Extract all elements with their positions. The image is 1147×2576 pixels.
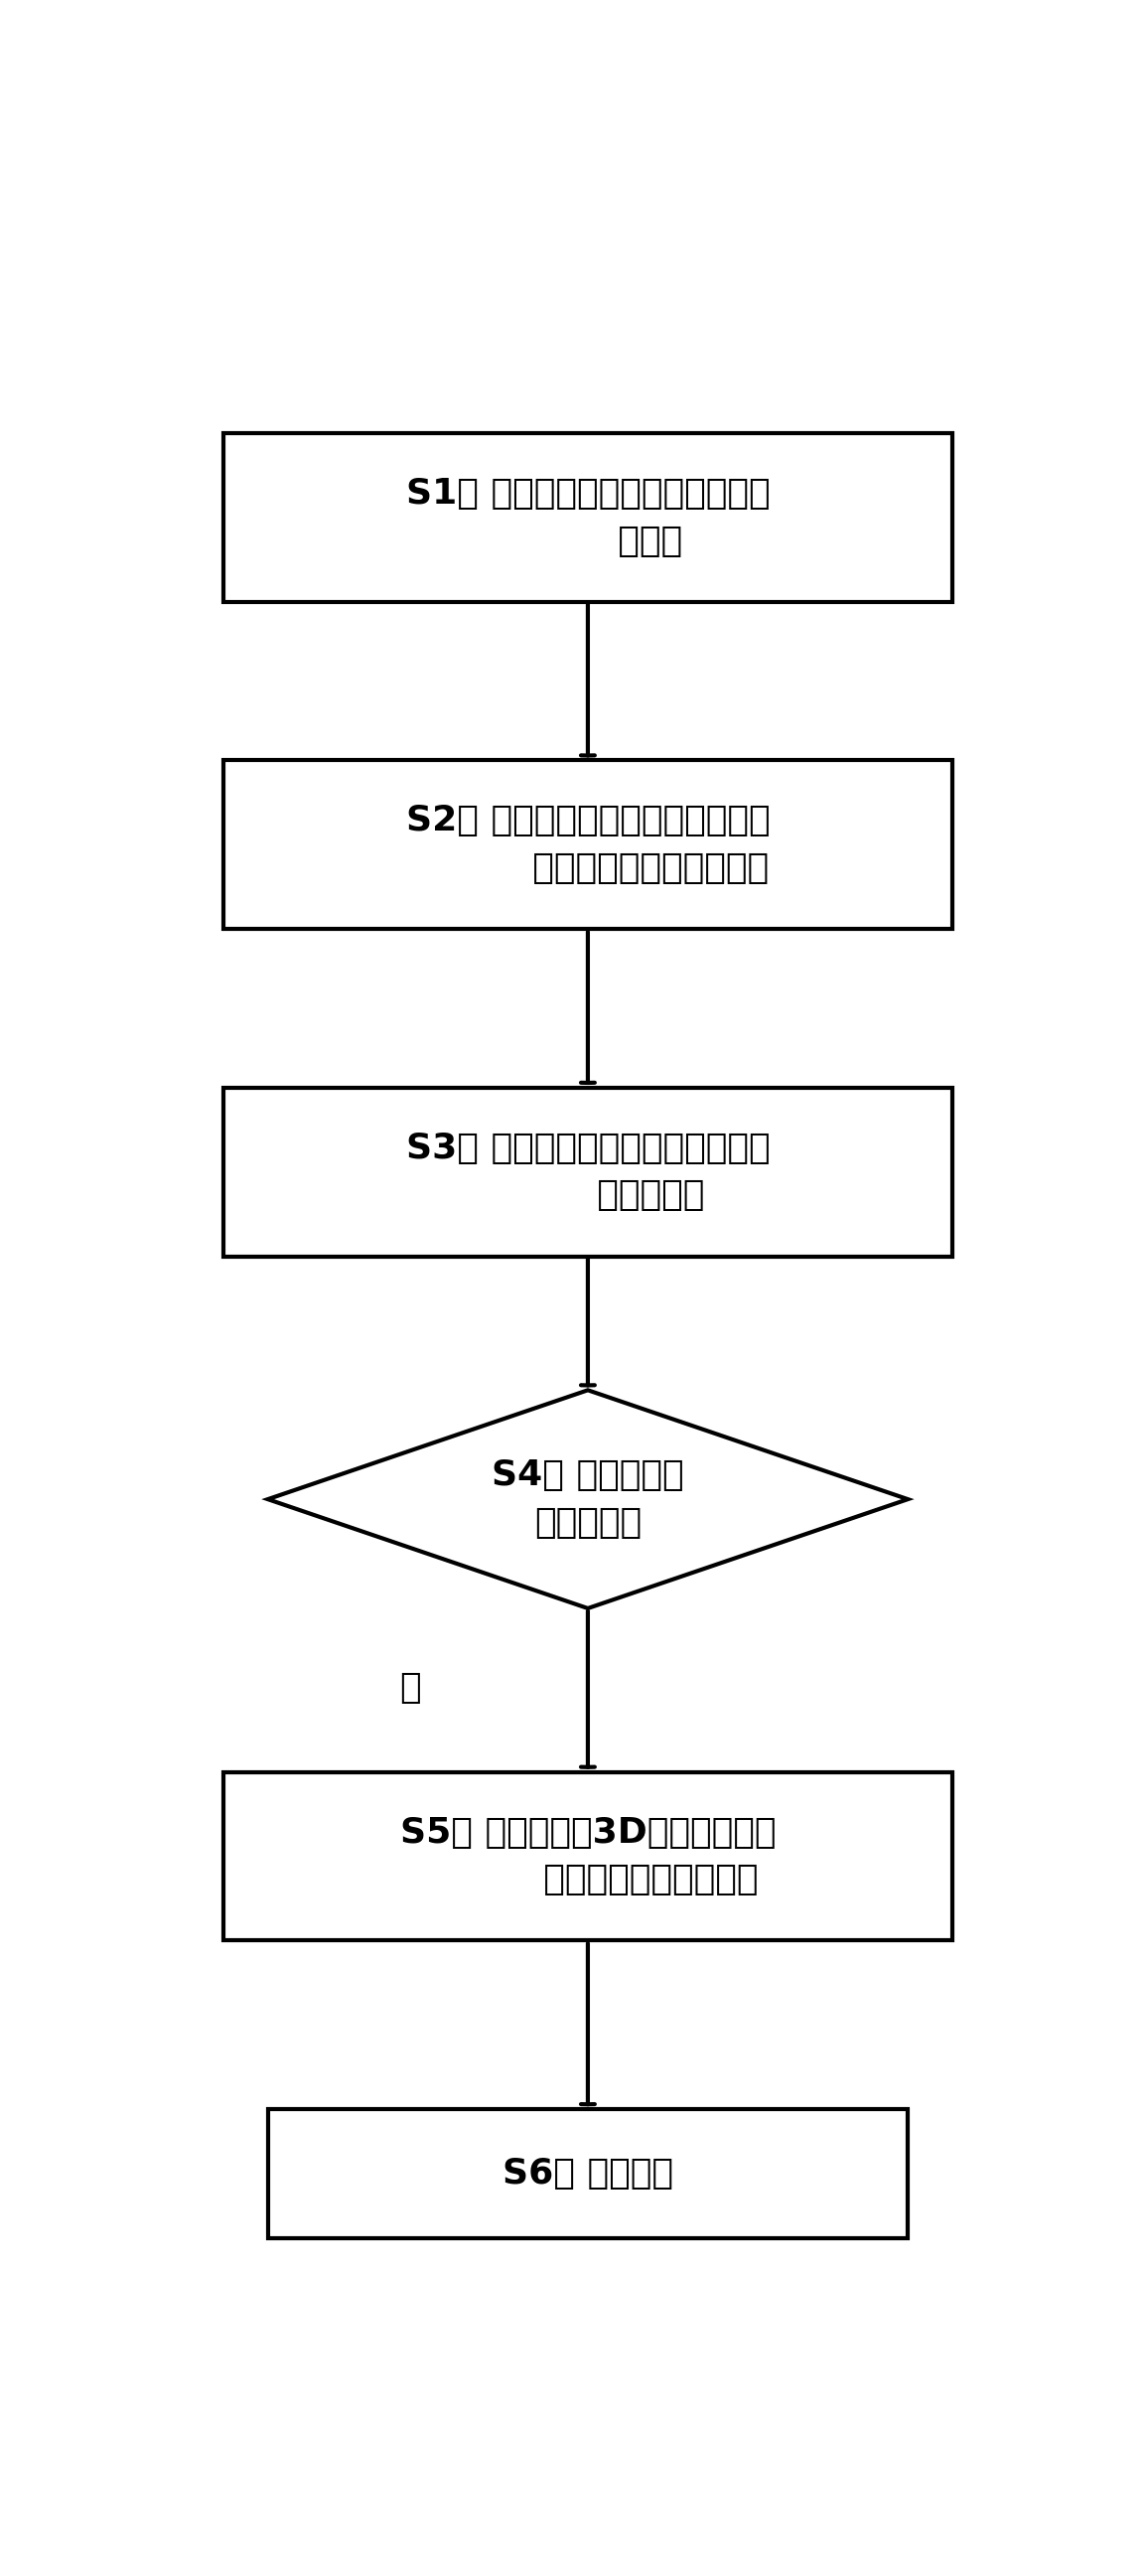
Polygon shape — [267, 1391, 908, 1607]
Text: S3： 根据密度分布图得到每个车道
          的车辆数目: S3： 根据密度分布图得到每个车道 的车辆数目 — [406, 1131, 770, 1213]
FancyBboxPatch shape — [224, 1087, 952, 1257]
Text: 是: 是 — [399, 1672, 421, 1705]
FancyBboxPatch shape — [224, 433, 952, 603]
FancyBboxPatch shape — [224, 1772, 952, 1940]
FancyBboxPatch shape — [267, 2110, 908, 2239]
Text: S5： 利用构建的3D卷积网络得到
          车道内车辆的平均速度: S5： 利用构建的3D卷积网络得到 车道内车辆的平均速度 — [400, 1816, 775, 1896]
Text: S6： 拥堵判断: S6： 拥堵判断 — [502, 2156, 673, 2190]
Text: S1： 获取视频帧信息，设置监控检
          测区域: S1： 获取视频帧信息，设置监控检 测区域 — [406, 477, 770, 559]
Text: S4： 车辆数目是
否超过阈值: S4： 车辆数目是 否超过阈值 — [492, 1458, 684, 1540]
FancyBboxPatch shape — [224, 760, 952, 930]
Text: S2： 利用构建的卷积网络得到当前
          视频帧中车辆密度分布图: S2： 利用构建的卷积网络得到当前 视频帧中车辆密度分布图 — [406, 804, 770, 886]
